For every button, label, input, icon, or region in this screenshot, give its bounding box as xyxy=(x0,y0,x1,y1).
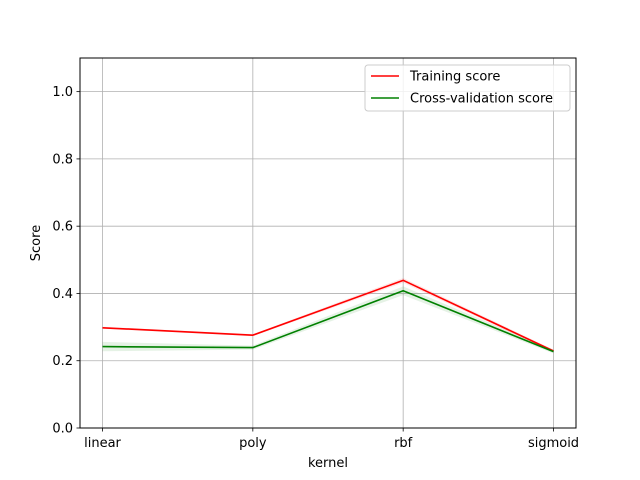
x-tick-label: sigmoid xyxy=(528,436,579,451)
y-axis-label: Score xyxy=(29,225,44,261)
series-line xyxy=(102,289,554,353)
x-tick-label: rbf xyxy=(394,436,413,451)
x-tick-label: linear xyxy=(84,436,121,451)
y-tick-label: 0.0 xyxy=(52,422,73,437)
series-lines xyxy=(102,279,554,353)
x-tick-label: poly xyxy=(239,436,267,451)
y-tick-label: 1.0 xyxy=(52,85,73,100)
legend-box xyxy=(364,64,571,112)
y-tick-label: 0.8 xyxy=(52,152,73,167)
x-axis: linear poly rbf sigmoid xyxy=(84,428,579,451)
legend-label: Training score xyxy=(409,70,500,85)
series-line xyxy=(102,279,554,352)
legend: Training score Cross-validation score xyxy=(364,64,571,112)
plot-frame xyxy=(79,57,577,429)
x-axis-label: kernel xyxy=(308,456,348,471)
y-tick-label: 0.2 xyxy=(52,354,73,369)
legend-label: Cross-validation score xyxy=(410,92,553,107)
y-tick-label: 0.6 xyxy=(52,220,73,235)
y-tick-label: 0.4 xyxy=(52,287,73,302)
y-axis: 0.0 0.2 0.4 0.6 0.8 1.0 xyxy=(52,85,80,437)
